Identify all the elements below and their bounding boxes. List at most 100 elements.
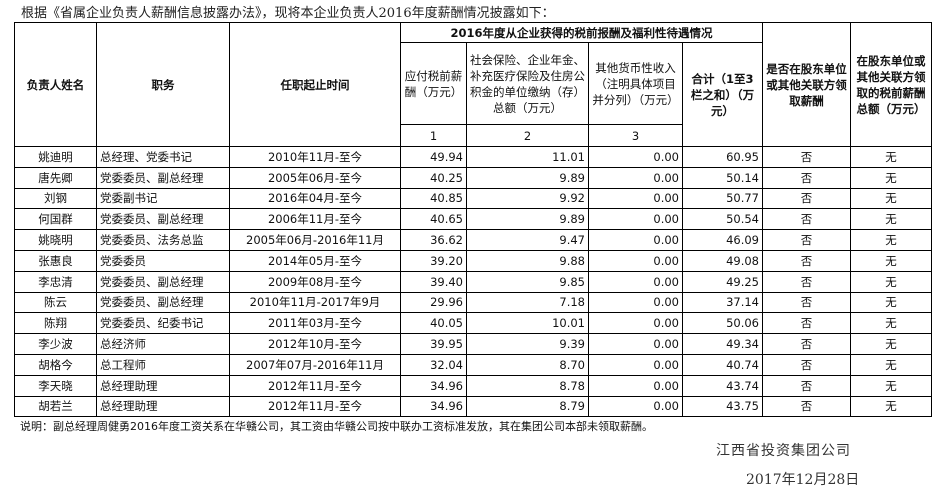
cell-salary: 39.95 (400, 333, 467, 355)
cell-shareholder-amount: 无 (850, 229, 932, 251)
cell-name: 刘钢 (14, 187, 97, 210)
cell-shareholder: 否 (762, 208, 851, 231)
cell-shareholder: 否 (762, 333, 851, 355)
cell-shareholder-amount: 无 (850, 187, 932, 210)
header-col-3: 3 (588, 124, 683, 147)
table-row: 张惠良 党委委员 2014年05月-至今 39.20 9.88 0.00 49.08 否无 (14, 249, 932, 272)
table-row: 姚迪明 总经理、党委书记 2010年11月-至今 49.94 11.01 0.00 60.9… (14, 146, 932, 168)
cell-term: 2016年04月-至今 (229, 187, 401, 210)
cell-insurance: 8.70 (466, 353, 589, 376)
cell-other: 0.00 (588, 270, 683, 293)
cell-name: 李天晓 (14, 374, 97, 397)
cell-total: 50.77 (682, 187, 763, 210)
header-term: 任职起止时间 (229, 22, 401, 147)
table-row: 李少波 总经济师 2012年10月-至今 39.95 9.39 0.00 49.34 否无 (14, 333, 932, 355)
cell-salary: 40.05 (400, 312, 467, 335)
cell-shareholder: 否 (762, 270, 851, 293)
cell-shareholder-amount: 无 (850, 166, 932, 189)
header-col-2: 2 (466, 124, 589, 147)
cell-shareholder: 否 (762, 146, 851, 168)
table-row: 胡若兰 总经理助理 2012年11月-至今 34.96 8.79 0.00 43.75 否无 (14, 395, 932, 418)
cell-insurance: 9.39 (466, 333, 589, 355)
header-col-1: 1 (400, 124, 467, 147)
cell-total: 50.06 (682, 312, 763, 335)
cell-shareholder-amount: 无 (850, 333, 932, 355)
cell-name: 姚迪明 (14, 146, 97, 168)
cell-position: 总经理、党委书记 (96, 146, 230, 168)
cell-position: 总经理助理 (96, 374, 230, 397)
cell-shareholder-amount: 无 (850, 208, 932, 231)
cell-term: 2009年08月-至今 (229, 270, 401, 293)
cell-salary: 34.96 (400, 395, 467, 418)
cell-term: 2011年03月-至今 (229, 312, 401, 335)
cell-position: 总经理助理 (96, 395, 230, 418)
cell-total: 49.34 (682, 333, 763, 355)
cell-other: 0.00 (588, 312, 683, 335)
table-row: 胡格今 总工程师 2007年07月-2016年11月 32.04 8.70 0.00 40.… (14, 353, 932, 376)
cell-term: 2005年06月-2016年11月 (229, 229, 401, 251)
cell-shareholder: 否 (762, 374, 851, 397)
cell-shareholder-amount: 无 (850, 146, 932, 168)
cell-other: 0.00 (588, 229, 683, 251)
cell-salary: 39.20 (400, 249, 467, 272)
cell-other: 0.00 (588, 395, 683, 418)
cell-term: 2012年10月-至今 (229, 333, 401, 355)
cell-position: 党委委员、纪委书记 (96, 312, 230, 335)
cell-total: 37.14 (682, 291, 763, 314)
cell-shareholder-amount: 无 (850, 291, 932, 314)
cell-shareholder-amount: 无 (850, 374, 932, 397)
cell-other: 0.00 (588, 208, 683, 231)
cell-insurance: 11.01 (466, 146, 589, 168)
cell-insurance: 9.92 (466, 187, 589, 210)
table-row: 李忠清 党委委员、副总经理 2009年08月-至今 39.40 9.85 0.00 49.2… (14, 270, 932, 293)
cell-name: 胡若兰 (14, 395, 97, 418)
cell-total: 46.09 (682, 229, 763, 251)
cell-other: 0.00 (588, 187, 683, 210)
table-row: 刘钢 党委副书记 2016年04月-至今 40.85 9.92 0.00 50.77 否无 (14, 187, 932, 210)
header-insurance: 社会保险、企业年金、补充医疗保险及住房公积金的单位缴纳（存）总额（万元） (466, 42, 589, 125)
issue-date: 2017年12月28日 (746, 472, 860, 488)
header-group: 2016年度从企业获得的税前报酬及福利性待遇情况 (400, 22, 763, 43)
cell-insurance: 9.47 (466, 229, 589, 251)
cell-shareholder: 否 (762, 249, 851, 272)
cell-name: 陈云 (14, 291, 97, 314)
cell-insurance: 8.78 (466, 374, 589, 397)
footnote: 说明：副总经理周健勇2016年度工资关系在华赣公司，其工资由华赣公司按中联办工资… (20, 420, 653, 433)
cell-name: 张惠良 (14, 249, 97, 272)
cell-insurance: 10.01 (466, 312, 589, 335)
cell-total: 43.75 (682, 395, 763, 418)
header-position: 职务 (96, 22, 230, 147)
company-name: 江西省投资集团公司 (716, 443, 851, 459)
cell-salary: 49.94 (400, 146, 467, 168)
cell-shareholder-amount: 无 (850, 395, 932, 418)
cell-salary: 40.25 (400, 166, 467, 189)
cell-salary: 34.96 (400, 374, 467, 397)
cell-insurance: 9.89 (466, 166, 589, 189)
cell-term: 2010年11月-2017年9月 (229, 291, 401, 314)
cell-insurance: 7.18 (466, 291, 589, 314)
cell-total: 40.74 (682, 353, 763, 376)
header-shareholder-amount: 在股东单位或其他关联方领取的税前薪酬总额（万元） (850, 22, 932, 147)
cell-total: 49.08 (682, 249, 763, 272)
cell-total: 43.74 (682, 374, 763, 397)
cell-other: 0.00 (588, 353, 683, 376)
cell-name: 李少波 (14, 333, 97, 355)
cell-other: 0.00 (588, 374, 683, 397)
cell-insurance: 9.85 (466, 270, 589, 293)
table-row: 唐先卿 党委委员、副总经理 2005年06月-至今 40.25 9.89 0.00 50.1… (14, 166, 932, 189)
cell-name: 何国群 (14, 208, 97, 231)
cell-position: 总工程师 (96, 353, 230, 376)
cell-salary: 36.62 (400, 229, 467, 251)
cell-position: 党委副书记 (96, 187, 230, 210)
cell-position: 党委委员、法务总监 (96, 229, 230, 251)
cell-term: 2010年11月-至今 (229, 146, 401, 168)
cell-total: 49.25 (682, 270, 763, 293)
cell-name: 陈翔 (14, 312, 97, 335)
cell-salary: 32.04 (400, 353, 467, 376)
cell-position: 党委委员 (96, 249, 230, 272)
header-salary: 应付税前薪酬（万元） (400, 42, 467, 125)
cell-shareholder: 否 (762, 166, 851, 189)
cell-other: 0.00 (588, 166, 683, 189)
cell-shareholder-amount: 无 (850, 249, 932, 272)
cell-other: 0.00 (588, 291, 683, 314)
